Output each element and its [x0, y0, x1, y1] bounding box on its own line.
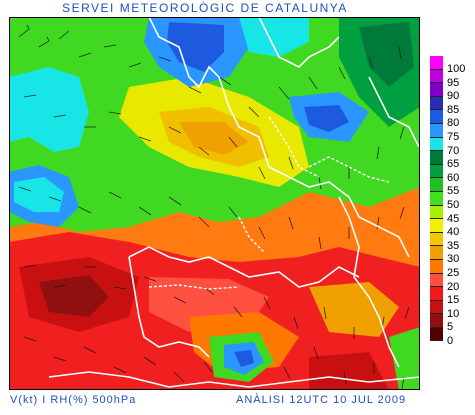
- legend-label: 65: [447, 158, 460, 171]
- legend-entry: 30: [430, 246, 470, 265]
- humidity-zone-cyan-west: [9, 67, 89, 152]
- legend-swatch: [430, 69, 443, 84]
- legend-label: 5: [447, 321, 454, 334]
- legend-label: 55: [447, 185, 460, 198]
- legend-entry: 65: [430, 151, 470, 170]
- legend-swatch: [430, 83, 443, 97]
- legend-label: 25: [447, 266, 460, 279]
- legend-swatch: [430, 232, 443, 247]
- legend-swatch: [430, 327, 443, 342]
- legend-label: 35: [447, 239, 460, 252]
- legend-label: 50: [447, 198, 460, 211]
- legend-entry: 15: [430, 287, 470, 306]
- legend-swatch: [430, 205, 443, 220]
- legend-swatch: [430, 164, 443, 179]
- humidity-legend: 100 95 90 85 80 75 70 65 60 55 50 45 40 35 30 25 20 15 10 5…: [430, 56, 470, 347]
- legend-entry: 0: [430, 327, 470, 347]
- legend-label: 0: [447, 334, 454, 347]
- legend-entry: 85: [430, 96, 470, 116]
- legend-swatch: [430, 219, 443, 233]
- legend-swatch: [430, 287, 443, 301]
- legend-swatch: [430, 191, 443, 206]
- legend-label: 10: [447, 307, 460, 320]
- legend-swatch: [430, 151, 443, 165]
- legend-swatch: [430, 259, 443, 274]
- legend-swatch: [430, 273, 443, 288]
- legend-label: 95: [447, 76, 460, 89]
- legend-entry: 25: [430, 259, 470, 279]
- legend-swatch: [430, 123, 443, 138]
- map-analysis-label: ANÀLISI 12UTC 10 JUL 2009: [236, 394, 407, 406]
- legend-entry: 95: [430, 69, 470, 89]
- legend-entry: 75: [430, 123, 470, 143]
- legend-entry: 100: [430, 56, 470, 75]
- map-variable-label: V(kt) I RH(%) 500hPa: [10, 394, 137, 406]
- legend-label: 30: [447, 253, 460, 266]
- legend-entry: 40: [430, 219, 470, 238]
- country-borders: [148, 116, 390, 290]
- humidity-wind-map: [9, 17, 420, 390]
- legend-swatch: [430, 300, 443, 315]
- legend-entry: 20: [430, 273, 470, 293]
- legend-entry: 45: [430, 205, 470, 225]
- legend-swatch: [430, 110, 443, 124]
- legend-swatch: [430, 246, 443, 260]
- legend-label: 60: [447, 171, 460, 184]
- wind-barbs: [18, 24, 410, 390]
- legend-label: 45: [447, 212, 460, 225]
- legend-entry: 55: [430, 178, 470, 197]
- legend-label: 75: [447, 130, 460, 143]
- legend-swatch: [430, 56, 443, 70]
- legend-entry: 90: [430, 83, 470, 102]
- legend-label: 100: [447, 63, 466, 75]
- map-title: SERVEI METEOROLÒGIC DE CATALUNYA: [62, 1, 348, 15]
- legend-entry: 80: [430, 110, 470, 129]
- legend-entry: 50: [430, 191, 470, 211]
- coastlines: [48, 17, 420, 388]
- legend-label: 70: [447, 144, 460, 157]
- legend-label: 80: [447, 117, 460, 130]
- legend-entry: 35: [430, 232, 470, 252]
- legend-label: 90: [447, 90, 460, 103]
- legend-entry: 10: [430, 300, 470, 320]
- legend-swatch: [430, 314, 443, 328]
- legend-label: 85: [447, 103, 460, 116]
- legend-entry: 5: [430, 314, 470, 333]
- legend-swatch: [430, 96, 443, 111]
- legend-label: 15: [447, 294, 460, 307]
- legend-entry: 70: [430, 137, 470, 157]
- legend-swatch: [430, 137, 443, 152]
- legend-entry: 60: [430, 164, 470, 184]
- legend-label: 40: [447, 226, 460, 239]
- legend-swatch: [430, 178, 443, 192]
- legend-label: 20: [447, 280, 460, 293]
